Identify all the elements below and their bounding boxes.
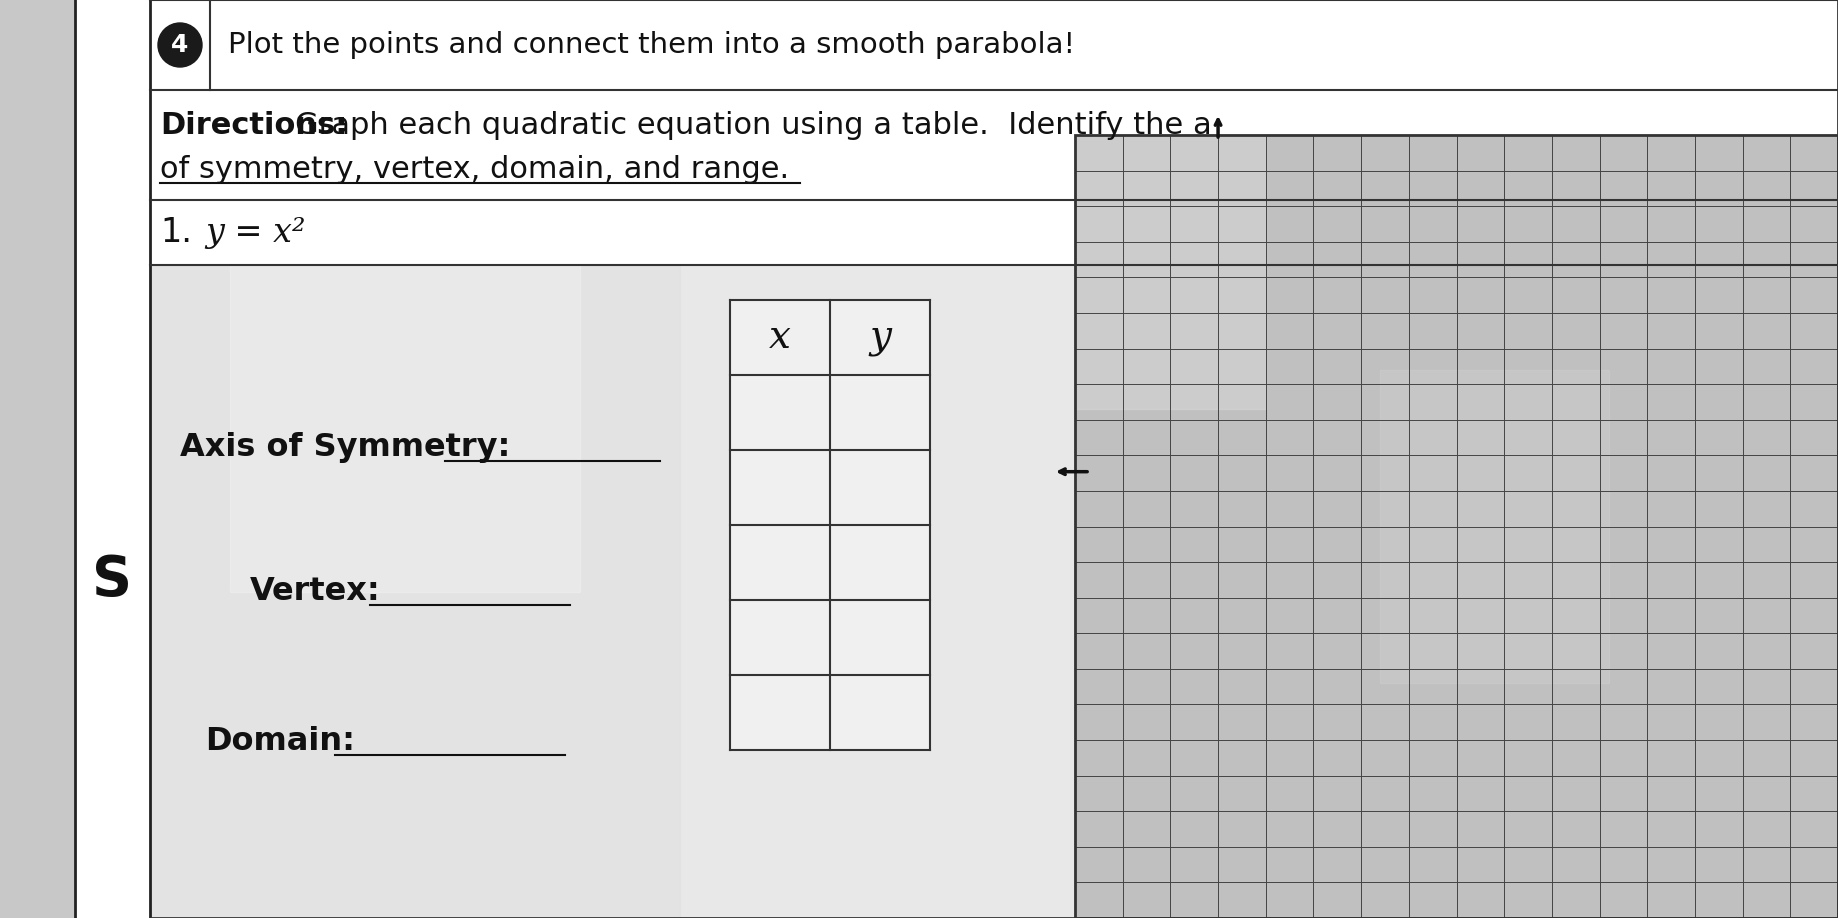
- Bar: [151, 200, 1838, 265]
- Text: x: x: [768, 319, 790, 356]
- Text: Directions:: Directions:: [160, 111, 347, 140]
- Bar: [151, 0, 1838, 90]
- Text: Domain:: Domain:: [206, 726, 355, 757]
- Text: of symmetry, vertex, domain, and range.: of symmetry, vertex, domain, and range.: [160, 155, 789, 184]
- Circle shape: [158, 23, 202, 67]
- Bar: [151, 90, 1838, 200]
- Bar: [1075, 135, 1838, 918]
- Bar: [1380, 370, 1608, 683]
- Text: y = x²: y = x²: [206, 217, 305, 249]
- Bar: [1075, 135, 1838, 918]
- Text: Graph each quadratic equation using a table.  Identify the a: Graph each quadratic equation using a ta…: [296, 111, 1211, 140]
- Text: Plot the points and connect them into a smooth parabola!: Plot the points and connect them into a …: [228, 31, 1075, 59]
- Text: 4: 4: [171, 33, 189, 57]
- Bar: [151, 265, 1838, 918]
- Text: 1.: 1.: [160, 216, 191, 249]
- Bar: [1075, 135, 1266, 409]
- Bar: [730, 300, 930, 750]
- Bar: [230, 265, 581, 591]
- Text: y: y: [869, 319, 891, 356]
- Text: Axis of Symmetry:: Axis of Symmetry:: [180, 432, 511, 464]
- Text: Vertex:: Vertex:: [250, 576, 380, 607]
- Bar: [75, 0, 151, 918]
- Text: S: S: [92, 553, 132, 607]
- Bar: [0, 0, 75, 918]
- Bar: [151, 265, 680, 918]
